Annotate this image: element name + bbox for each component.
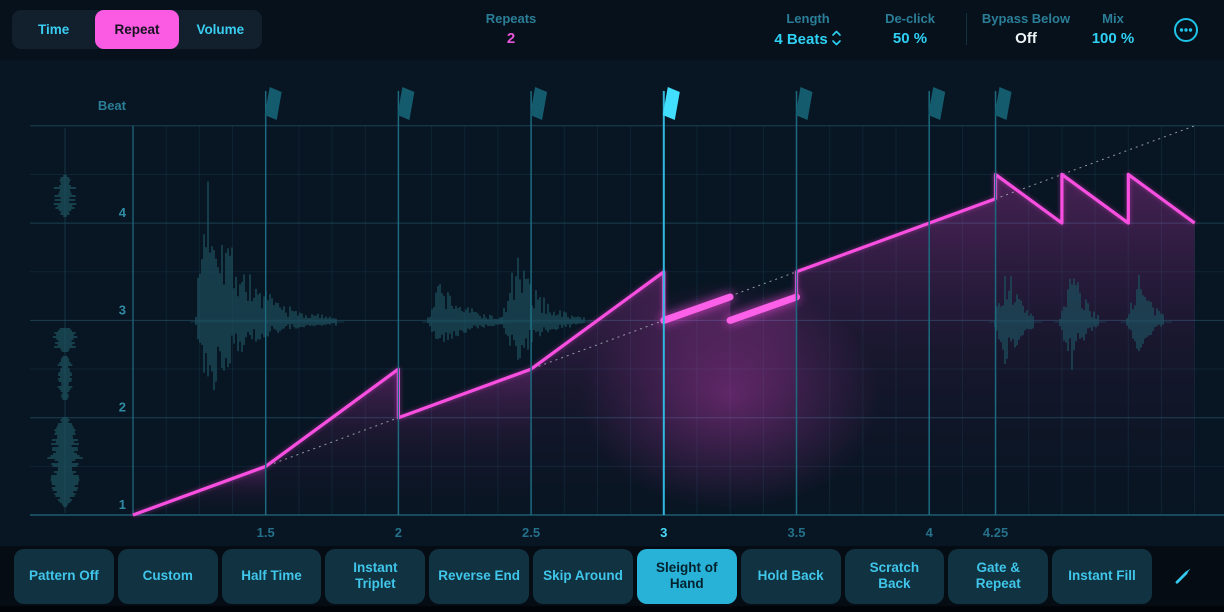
slice-flag-4[interactable]: [928, 87, 946, 120]
stepper-chevrons-icon[interactable]: [831, 29, 842, 53]
pattern-area-fill: [398, 369, 532, 515]
pattern-graph[interactable]: Beat 4 3 2 1 1.5 2 2.5 3 3.5 4 4.25: [0, 60, 1224, 546]
bypass-below-label: Bypass Below: [981, 11, 1071, 26]
pattern-segment-selected[interactable]: [660, 293, 734, 324]
y-axis-title: Beat: [98, 98, 127, 113]
pattern-buttons: Pattern Off Custom Half Time Instant Triple…: [14, 548, 1152, 604]
pencil-icon: [1175, 568, 1191, 584]
waveform-cluster: [1059, 278, 1099, 370]
x-tick-label-4: 4: [926, 525, 934, 540]
slice-flag-3[interactable]: [662, 87, 680, 120]
pattern-button-custom[interactable]: Custom: [117, 548, 218, 604]
waveform-cluster: [195, 181, 337, 391]
side-waveform-blob: [47, 417, 83, 507]
length-field: Length 4 Beats: [752, 10, 864, 53]
pattern-button-reverse-end[interactable]: Reverse End: [429, 548, 530, 604]
slice-flag-4.25[interactable]: [994, 87, 1012, 120]
pattern-preset-bar: Pattern Off Custom Half Time Instant Triple…: [0, 546, 1224, 606]
side-waveform-blob: [52, 328, 78, 352]
bypass-below-field: Bypass Below Off: [975, 10, 1077, 49]
y-tick-label-2: 2: [119, 400, 126, 415]
more-options-button[interactable]: [1170, 14, 1202, 46]
header: Time Repeat Volume Repeats 2 Length 4 Be…: [0, 0, 1224, 60]
pattern-button-instant-fill[interactable]: Instant Fill: [1052, 548, 1152, 604]
repeats-value[interactable]: 2: [506, 30, 516, 47]
window-footer: [0, 606, 1224, 612]
declick-field: De-click 50 %: [862, 10, 958, 49]
pattern-segment[interactable]: [794, 172, 1196, 297]
pattern-button-sleight-of-hand[interactable]: Sleight of Hand: [636, 548, 737, 604]
selected-slice-glow: [580, 280, 881, 510]
side-waveform-blob: [57, 356, 73, 400]
ellipsis-circle-icon: [1174, 18, 1198, 42]
mix-field: Mix 100 %: [1078, 10, 1148, 49]
slice-flag-2.5[interactable]: [530, 87, 548, 120]
tab-repeat[interactable]: Repeat: [95, 10, 179, 49]
x-tick-label-4.25: 4.25: [983, 525, 1008, 540]
pattern-area-fill: [995, 174, 1062, 515]
declick-value[interactable]: 50 %: [892, 30, 928, 47]
pattern-area-fill: [265, 369, 399, 515]
tab-volume[interactable]: Volume: [196, 22, 245, 37]
y-tick-label-4: 4: [119, 205, 127, 220]
pattern-button-half-time[interactable]: Half Time: [221, 548, 322, 604]
pattern-area-fill: [1061, 174, 1129, 515]
mix-value[interactable]: 100 %: [1091, 30, 1135, 47]
length-value[interactable]: 4 Beats: [752, 29, 864, 53]
x-tick-label-2.5: 2.5: [522, 525, 540, 540]
y-tick-label-3: 3: [119, 302, 126, 317]
slice-flag-2[interactable]: [397, 87, 415, 120]
x-tick-label-1.5: 1.5: [257, 525, 275, 540]
pattern-button-hold-back[interactable]: Hold Back: [740, 548, 841, 604]
pattern-button-gate-repeat[interactable]: Gate & Repeat: [948, 548, 1049, 604]
pattern-area-fill: [1128, 174, 1195, 515]
pattern-segment-selected[interactable]: [726, 293, 800, 324]
bypass-below-value[interactable]: Off: [1015, 30, 1037, 47]
slice-flag-1.5[interactable]: [264, 87, 282, 120]
mix-label: Mix: [1102, 11, 1124, 26]
declick-label: De-click: [885, 11, 935, 26]
repeats-field: Repeats 2: [441, 10, 581, 49]
tab-time[interactable]: Time: [38, 22, 70, 37]
repeats-label: Repeats: [485, 11, 537, 26]
pattern-button-skip-around[interactable]: Skip Around: [533, 548, 633, 604]
pattern-button-pattern-off[interactable]: Pattern Off: [14, 548, 114, 604]
y-tick-label-1: 1: [119, 497, 126, 512]
edit-pattern-button[interactable]: [1156, 565, 1210, 587]
length-label: Length: [786, 11, 830, 26]
x-tick-label-2: 2: [395, 525, 402, 540]
x-tick-label-3.5: 3.5: [787, 525, 805, 540]
pattern-button-scratch-back[interactable]: Scratch Back: [844, 548, 945, 604]
view-tab-group: Time Repeat Volume: [12, 10, 262, 49]
slice-flag-3.5[interactable]: [795, 87, 813, 120]
pattern-button-instant-triplet[interactable]: Instant Triplet: [325, 548, 426, 604]
header-divider: [966, 13, 967, 45]
x-tick-label-3: 3: [660, 525, 667, 540]
length-value-text: 4 Beats: [774, 31, 828, 48]
side-waveform-blob: [53, 175, 77, 217]
